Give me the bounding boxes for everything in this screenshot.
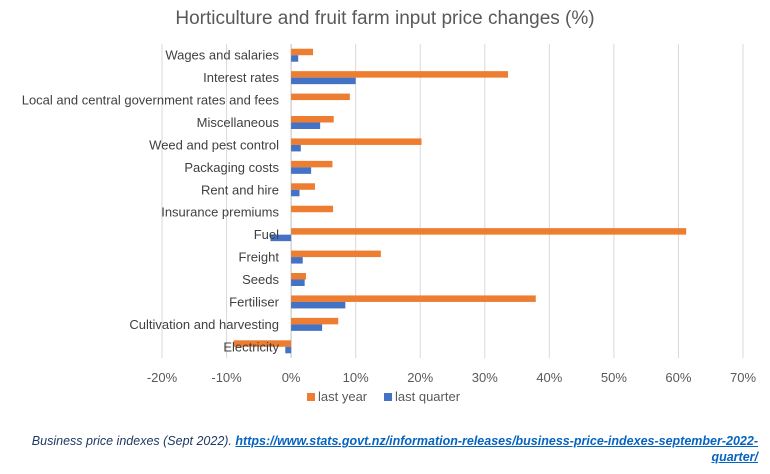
category-label: Miscellaneous (197, 115, 280, 130)
x-tick-label: -20% (147, 370, 178, 385)
source-link[interactable]: https://www.stats.govt.nz/information-re… (235, 434, 758, 464)
legend-label: last quarter (395, 389, 461, 404)
category-label: Freight (239, 250, 280, 265)
category-label: Fuel (254, 227, 279, 242)
bar-last-year (291, 273, 306, 280)
legend-swatch (384, 393, 392, 401)
x-tick-label: 50% (601, 370, 627, 385)
bar-last-year (291, 71, 509, 78)
chart-title: Horticulture and fruit farm input price … (175, 8, 595, 29)
bars (233, 48, 687, 354)
x-tick-label: -10% (211, 370, 242, 385)
category-label: Cultivation and harvesting (129, 317, 279, 332)
category-label: Weed and pest control (149, 137, 279, 152)
bar-last-year (291, 116, 334, 123)
x-tick-label: 20% (407, 370, 433, 385)
bar-last-quarter (291, 301, 346, 309)
bar-last-year (291, 93, 350, 101)
bar-chart: Wages and salaries Interest rates Local an… (22, 44, 757, 404)
category-label: Interest rates (203, 70, 279, 85)
bar-last-quarter (291, 122, 321, 129)
bar-last-quarter (291, 189, 300, 197)
category-label: Seeds (242, 272, 279, 287)
bar-last-year (291, 205, 334, 213)
bar-last-quarter (291, 167, 312, 174)
bar-last-year (291, 295, 536, 302)
x-tick-label: 0% (282, 370, 301, 385)
category-label: Insurance premiums (161, 205, 279, 220)
legend: last year last quarter (307, 389, 461, 404)
bar-last-quarter (291, 144, 301, 152)
bar-last-quarter (291, 55, 299, 62)
category-label: Rent and hire (201, 182, 279, 197)
source-text: Business price indexes (Sept 2022). (31, 434, 232, 448)
x-tick-labels: -20% -10% 0% 10% 20% 30% 40% 50% 60% 70% (147, 370, 757, 385)
bar-last-year (291, 250, 381, 258)
bar-last-quarter (291, 324, 323, 331)
x-tick-label: 30% (472, 370, 498, 385)
bar-last-quarter (285, 346, 292, 354)
bar-last-quarter (291, 77, 356, 85)
bar-last-quarter (270, 234, 292, 242)
bar-last-year (291, 228, 687, 235)
legend-swatch (307, 393, 315, 401)
bar-last-year (291, 183, 315, 190)
bar-last-quarter (291, 279, 305, 286)
category-label: Electricity (223, 339, 279, 354)
legend-label: last year (318, 389, 368, 404)
x-tick-label: 70% (730, 370, 756, 385)
bar-last-year (291, 48, 314, 56)
bar-last-year (291, 160, 333, 168)
x-tick-label: 40% (536, 370, 562, 385)
category-label: Fertiliser (229, 294, 280, 309)
category-label: Wages and salaries (165, 48, 279, 63)
category-label: Local and central government rates and f… (22, 93, 280, 108)
category-labels: Wages and salaries Interest rates Local an… (22, 48, 280, 355)
x-tick-label: 60% (665, 370, 691, 385)
source-caption: Business price indexes (Sept 2022). http… (6, 433, 758, 465)
x-tick-label: 10% (343, 370, 369, 385)
bar-last-year (291, 138, 422, 145)
bar-last-year (291, 317, 339, 325)
bar-last-year (233, 340, 292, 347)
bar-last-quarter (291, 257, 303, 264)
gridlines (161, 44, 744, 358)
category-label: Packaging costs (184, 160, 279, 175)
